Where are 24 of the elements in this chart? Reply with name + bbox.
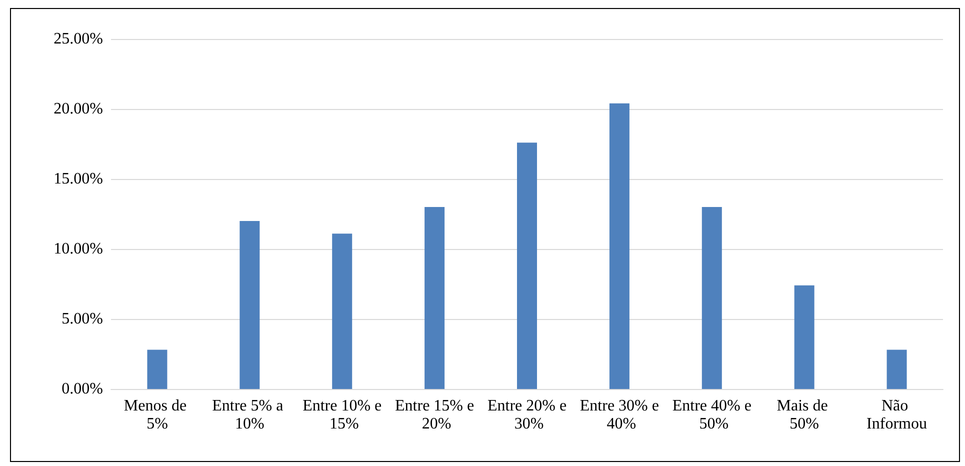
- bar: [609, 103, 630, 389]
- x-tick-label: Não Informou: [866, 398, 927, 432]
- x-tick-label: Entre 20% e 30%: [487, 398, 567, 432]
- bar: [147, 350, 168, 389]
- bar: [517, 142, 537, 389]
- bar: [794, 285, 814, 389]
- y-tick-label: 0.00%: [62, 380, 103, 398]
- x-tick-label: Entre 40% e 50%: [672, 398, 752, 432]
- x-tick-label: Entre 5% a 10%: [212, 398, 288, 432]
- bar: [702, 207, 722, 389]
- bar: [886, 350, 907, 389]
- x-tick-label: Menos de 5%: [124, 398, 191, 432]
- x-tick-label: Entre 15% e 20%: [395, 398, 474, 432]
- x-tick-label: Mais de 50%: [776, 398, 832, 432]
- y-tick-label: 15.00%: [54, 170, 103, 188]
- y-tick-label: 20.00%: [54, 100, 103, 118]
- x-tick-label: Entre 30% e 40%: [580, 398, 659, 432]
- bar: [332, 234, 352, 389]
- x-tick-label: Entre 10% e 15%: [302, 398, 382, 432]
- y-tick-label: 25.00%: [54, 30, 103, 48]
- y-tick-label: 10.00%: [54, 240, 103, 258]
- bar: [240, 221, 260, 389]
- bar: [424, 207, 445, 389]
- y-tick-label: 5.00%: [62, 310, 103, 328]
